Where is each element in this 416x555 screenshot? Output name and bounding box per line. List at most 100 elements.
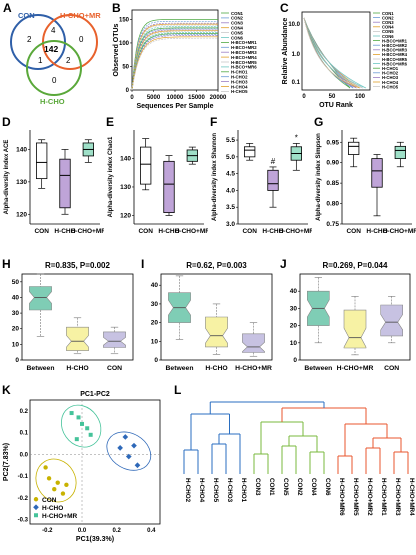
chart-title: R=0.835, P=0.002 <box>45 261 110 270</box>
dendrogram-leaf-label: H-CHO2 <box>184 478 191 503</box>
legend-label: H-BCO+MR2 <box>231 45 257 50</box>
panel-c-rank-abundance: C 10.0 1.0 0.1 0 50 100 OTU Rank Relative Abund… <box>278 0 416 112</box>
y-tick-label: 20 <box>290 323 298 330</box>
dendrogram-leaf-label: CON6 <box>324 478 331 496</box>
y-tick-label: 0.2 <box>20 409 29 415</box>
scatter-point-H-CHO <box>125 453 132 460</box>
rarefaction-line-H-BCO+MR3 <box>131 29 218 91</box>
y-axis-label: Relative Abundance <box>282 18 289 85</box>
y-tick-label: 0 <box>293 357 297 364</box>
y-tick-label: 1.0 <box>292 52 301 58</box>
legend-label: CON6 <box>382 34 394 39</box>
venn-set-label-con: CON <box>18 11 35 20</box>
panel-h-anosim: H R=0.835, P=0.002 0 10 20 30 40 50 Between H-CHO… <box>0 256 139 378</box>
panel-label: G <box>314 115 323 129</box>
venn-count-con-hcho: 1 <box>38 56 43 65</box>
panel-label: L <box>174 383 181 397</box>
panel-a-venn: A CON H-CHO+MR H-CHO 2 4 0 142 1 2 0 <box>0 0 110 112</box>
rarefaction-line-CON4 <box>131 23 218 91</box>
legend-label: H-BCO+MR1 <box>382 38 408 43</box>
panel-i-anosim: I R=0.62, P=0.003 0 10 20 30 40 Between H-CHO H-C… <box>139 256 278 378</box>
y-axis-label: Alpha-diversity index Chao1 <box>108 136 114 217</box>
confidence-ellipse-H-CHO <box>106 431 152 471</box>
scatter-point-H-CHO <box>134 462 141 469</box>
box-CON <box>36 142 48 180</box>
panel-label: F <box>210 115 217 129</box>
x-tick-label: -0.2 <box>42 528 53 534</box>
scatter-point-H-CHO+MR <box>76 415 81 420</box>
legend-label: CON <box>42 497 57 504</box>
box-H-CHO <box>163 160 175 214</box>
venn-count-mr-hcho: 2 <box>66 56 71 65</box>
y-tick-label: 0.1 <box>20 431 29 437</box>
y-tick-label: 0.95 <box>326 139 339 146</box>
y-tick-label: 120 <box>120 212 131 219</box>
rank-abundance-line-H-BCO+MR6 <box>303 17 367 89</box>
x-tick-label: CON <box>138 228 153 235</box>
legend-label: H-CHO4 <box>382 80 399 85</box>
legend-label: CON6 <box>231 35 244 40</box>
x-tick-label: H-CHO+MR <box>337 365 374 372</box>
y-tick-label: 10 <box>12 341 20 348</box>
y-tick-label: 0 <box>15 357 19 364</box>
venn-circle-con <box>10 14 66 70</box>
rarefaction-line-CON2 <box>131 20 218 91</box>
rarefaction-chart: B 0 5000 10000 15000 20000 0 50 100 150 Sequences… <box>112 1 257 110</box>
x-tick-label: H-CHO+MR <box>71 228 104 235</box>
dendrogram-leaf-label: H-CHO+MR5 <box>352 478 359 516</box>
rarefaction-line-CON5 <box>131 24 218 91</box>
dendrogram-leaf-label: H-CHO+MR4 <box>408 478 415 516</box>
rarefaction-line-H-CHO5 <box>131 37 218 91</box>
scatter-point-H-CHO <box>131 442 137 449</box>
x-tick-label: 0.2 <box>112 528 121 534</box>
y-tick-label: 20 <box>151 320 159 327</box>
plot-frame <box>301 11 371 91</box>
x-tick-label: CON <box>384 365 399 372</box>
confidence-ellipse-CON <box>35 458 77 503</box>
legend-label: CON1 <box>231 11 244 16</box>
y-tick-label: 0.1 <box>292 80 301 86</box>
y-tick-label: 140 <box>16 146 27 153</box>
dendrogram-leaf-label: H-CHO+MR1 <box>380 478 387 516</box>
legend-marker <box>34 513 38 518</box>
y-axis-label: Observed OTUs <box>113 23 120 76</box>
legend-label: H-BCO+MR1 <box>231 40 257 45</box>
y-tick-label: 40 <box>290 288 298 295</box>
box-CON <box>348 141 360 155</box>
panel-label: H <box>2 257 11 271</box>
legend-label: H-CHO5 <box>231 89 248 94</box>
rank-abundance-line-H-BCO+MR3 <box>303 17 357 89</box>
legend-marker <box>33 497 39 502</box>
legend-label: CON2 <box>231 16 244 21</box>
dendrogram-leaf-label: CON2 <box>296 478 303 496</box>
dendrogram-leaf-label: H-CHO+MR2 <box>366 478 373 516</box>
rank-abundance-line-CON4 <box>303 17 360 89</box>
rank-abundance-line-H-CHO3 <box>303 17 357 89</box>
y-tick-label: 4.5 <box>226 171 235 178</box>
rank-abundance-line-H-BCO+MR5 <box>303 17 363 89</box>
y-tick-label: 140 <box>120 155 131 162</box>
legend-label: H-BCO+MR5 <box>231 60 257 65</box>
dendrogram-leaf-label: H-CHO+MR3 <box>394 478 401 516</box>
x-tick-label: H-CHO <box>205 365 227 372</box>
notched-box-Between <box>29 286 52 311</box>
y-tick-label: 30 <box>290 305 298 312</box>
panel-label: K <box>2 383 11 397</box>
rank-abundance-line-H-CHO5 <box>303 17 363 89</box>
venn-count-con-only: 2 <box>27 35 32 44</box>
scatter-point-H-CHO+MR <box>80 421 84 426</box>
scatter-point-CON <box>60 491 66 496</box>
panel-f-shannon: F 3.0 3.5 4.0 4.5 5.0 5.5 Alpha-diversity index… <box>208 114 314 252</box>
y-tick-label: 0.85 <box>326 180 339 187</box>
scatter-point-H-CHO+MR <box>88 432 93 437</box>
scatter-point-H-CHO+MR <box>85 426 90 431</box>
legend-label: H-CHO <box>42 505 63 512</box>
scatter-point-CON <box>55 480 60 485</box>
legend-label: CON2 <box>382 15 394 20</box>
panel-label: I <box>141 257 144 271</box>
x-tick-label: CON <box>107 365 122 372</box>
box-H-CHO <box>371 158 383 188</box>
x-axis-label: PC1(39.3%) <box>76 536 114 543</box>
x-tick-label: 20000 <box>210 95 227 101</box>
